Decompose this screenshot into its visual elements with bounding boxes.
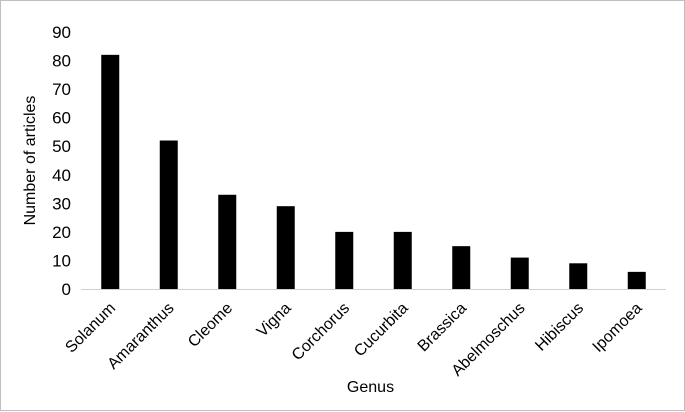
x-tick-label-hibiscus: Hibiscus	[532, 300, 587, 355]
x-tick-label-brassica: Brassica	[415, 300, 470, 355]
y-tick-label: 90	[52, 23, 71, 42]
bar-amaranthus	[159, 140, 178, 289]
x-axis-title: Genus	[347, 379, 394, 396]
bar-cucurbita	[393, 231, 412, 289]
bar-solanum	[101, 54, 120, 289]
y-tick-label: 30	[52, 194, 71, 213]
y-tick-label: 70	[52, 80, 71, 99]
x-tick-label-cleome: Cleome	[185, 300, 236, 351]
y-tick-label: 20	[52, 223, 71, 242]
x-tick-label-ipomoea: Ipomoea	[590, 300, 646, 356]
y-tick-label: 50	[52, 137, 71, 156]
y-axis-title: Number of articles	[22, 96, 39, 226]
bar-vigna	[276, 206, 295, 289]
x-tick-label-cucurbita: Cucurbita	[351, 300, 412, 361]
bar-brassica	[452, 246, 471, 289]
bar-abelmoschus	[510, 257, 529, 289]
y-tick-label: 0	[62, 280, 71, 299]
x-tick-label-vigna: Vigna	[254, 300, 295, 341]
bar-corchorus	[335, 231, 354, 289]
bars	[101, 54, 646, 289]
bar-hibiscus	[569, 263, 588, 289]
y-tick-label: 10	[52, 251, 71, 270]
y-tick-label: 80	[52, 52, 71, 71]
y-axis-ticks: 0 10 20 30 40 50 60 70 80 90	[52, 23, 71, 299]
x-tick-label-corchorus: Corchorus	[289, 300, 353, 364]
x-tick-label-solanum: Solanum	[62, 300, 119, 357]
y-tick-label: 60	[52, 109, 71, 128]
bar-cleome	[218, 194, 237, 289]
y-tick-label: 40	[52, 166, 71, 185]
bar-ipomoea	[627, 271, 646, 289]
